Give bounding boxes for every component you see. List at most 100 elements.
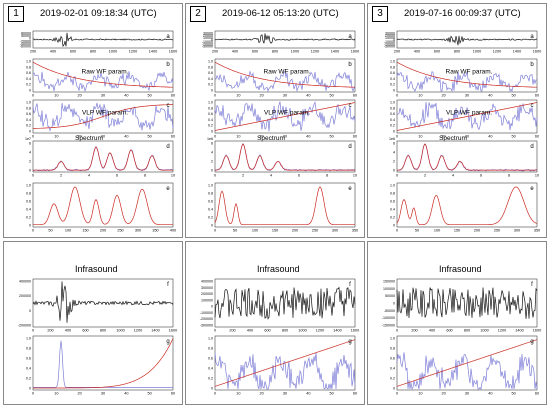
x-tick-label: 0	[32, 229, 34, 233]
x-tick-label: 8	[508, 174, 510, 178]
axis-exponent: 1e7	[25, 137, 31, 141]
panel-letter: f	[531, 282, 533, 288]
x-tick-label: 200	[229, 329, 235, 333]
x-tick-label: 0	[32, 135, 34, 139]
y-tick-label: 300000	[201, 286, 213, 290]
y-tick-label: 0.2	[208, 124, 213, 128]
panel-frame	[396, 140, 538, 173]
envelope-trace	[396, 186, 538, 226]
panel-letter: d	[530, 144, 533, 150]
y-tick-label: 0	[211, 89, 213, 93]
x-tick-label: 300	[514, 229, 520, 233]
x-tick-label: 4	[88, 174, 90, 178]
y-tick-label: 0	[29, 89, 31, 93]
x-tick-label: 1400	[515, 329, 523, 333]
x-tick-label: 40	[124, 135, 128, 139]
x-tick-label: 30	[283, 135, 287, 139]
y-tick-label: 30000	[385, 32, 395, 36]
y-tick-label: 0.2	[390, 124, 395, 128]
panel-letter: b	[166, 62, 170, 68]
y-tick-label: 0	[211, 130, 213, 134]
x-tick-label: 600	[252, 50, 258, 54]
x-tick-label: 60	[353, 392, 357, 396]
panel-letter: g	[166, 339, 169, 345]
y-tick-label: 0.6	[26, 200, 31, 204]
x-tick-label: 600	[82, 329, 88, 333]
y-tick-label: 0.8	[26, 192, 31, 196]
x-tick-label: 40	[306, 94, 310, 98]
y-tick-label: 1.0	[208, 184, 213, 188]
y-tick-label: -60000	[20, 45, 31, 49]
x-tick-label: 20	[442, 392, 446, 396]
panel-b: 1.00.8 0.6 0.4 0.2 00 10 20 30 40 50 60 b Raw WF par…	[208, 58, 357, 98]
y-tick-label: 2	[211, 160, 213, 164]
vlp-waveform-trace	[396, 101, 538, 131]
x-tick-label: 20	[260, 94, 264, 98]
y-tick-label: 0.8	[26, 347, 31, 351]
x-tick-label: 200	[100, 229, 106, 233]
x-tick-label: 400	[247, 329, 253, 333]
x-tick-label: 30	[101, 392, 105, 396]
x-tick-label: 20	[78, 94, 82, 98]
x-tick-label: 10	[353, 174, 357, 178]
panel-b: 1.00.8 0.6 0.4 0.2 00 10 20 30 40 50 60 b Raw WF par…	[26, 58, 175, 98]
y-tick-label: 20000	[203, 34, 213, 38]
y-tick-label: 0.4	[26, 367, 31, 371]
y-tick-label: 0	[211, 169, 213, 173]
x-tick-label: 200	[47, 329, 53, 333]
y-tick-label: 0.8	[208, 192, 213, 196]
y-tick-label: 200000	[201, 292, 213, 296]
panel-f: 400000 300000 200000 100000 0 -100000 -200000 -…	[200, 278, 359, 333]
raw-waveform-trace	[214, 70, 356, 93]
x-tick-label: 600	[446, 329, 452, 333]
y-tick-label: 1.0	[26, 184, 31, 188]
y-tick-label: 0.6	[390, 357, 395, 361]
y-tick-label: 0.4	[390, 118, 395, 122]
y-tick-label: 0	[393, 169, 395, 173]
x-tick-label: 40	[488, 94, 492, 98]
x-tick-label: 1200	[493, 50, 501, 54]
column-number-badge: 1	[8, 6, 24, 22]
y-tick-label: 100000	[383, 287, 395, 291]
panel-e: 1.0 0.8 0.6 0.4 0.2 00 50 100 150 200 250 300 350 e	[390, 182, 540, 233]
x-tick-label: 250	[312, 229, 318, 233]
infrasound-trace	[214, 286, 356, 320]
y-tick-label: -300000	[200, 324, 213, 328]
x-tick-label: 1000	[116, 329, 124, 333]
panel-frame	[214, 140, 356, 173]
x-tick-label: 100	[65, 229, 71, 233]
x-tick-label: 800	[90, 50, 96, 54]
x-tick-label: 0	[396, 392, 398, 396]
x-tick-label: 4	[452, 174, 454, 178]
y-tick-label: -20000	[384, 42, 395, 46]
y-tick-label: 6	[393, 142, 395, 146]
panel-frame	[32, 335, 174, 391]
panel-letter: a	[348, 34, 352, 40]
x-tick-label: 1000	[298, 329, 306, 333]
y-tick-label: 0.2	[26, 377, 31, 381]
x-tick-label: 30	[101, 135, 105, 139]
seismic-trace	[396, 35, 538, 46]
panel-label: VLP WF param.	[446, 110, 492, 117]
x-tick-label: 50	[512, 135, 516, 139]
y-tick-label: 0.4	[26, 77, 31, 81]
y-tick-label: 0.8	[26, 106, 31, 110]
column-timestamp-title: 2019-06-12 05:13:20 (UTC)	[222, 8, 339, 19]
panel-letter: g	[530, 339, 533, 345]
column-timestamp-title: 2019-02-01 09:18:34 (UTC)	[40, 8, 157, 19]
y-tick-label: 0.2	[208, 377, 213, 381]
y-tick-label: 0.8	[390, 192, 395, 196]
x-tick-label: 0	[214, 392, 216, 396]
x-tick-label: 0	[214, 174, 216, 178]
x-tick-label: 0	[214, 229, 216, 233]
raw-waveform-fit	[214, 61, 355, 88]
y-tick-label: 0.6	[208, 71, 213, 75]
x-tick-label: 0	[214, 329, 216, 333]
x-tick-label: 20	[442, 135, 446, 139]
infrasound-param-trace	[214, 352, 356, 390]
y-tick-label: 0.8	[208, 106, 213, 110]
y-tick-label: 0.8	[390, 347, 395, 351]
